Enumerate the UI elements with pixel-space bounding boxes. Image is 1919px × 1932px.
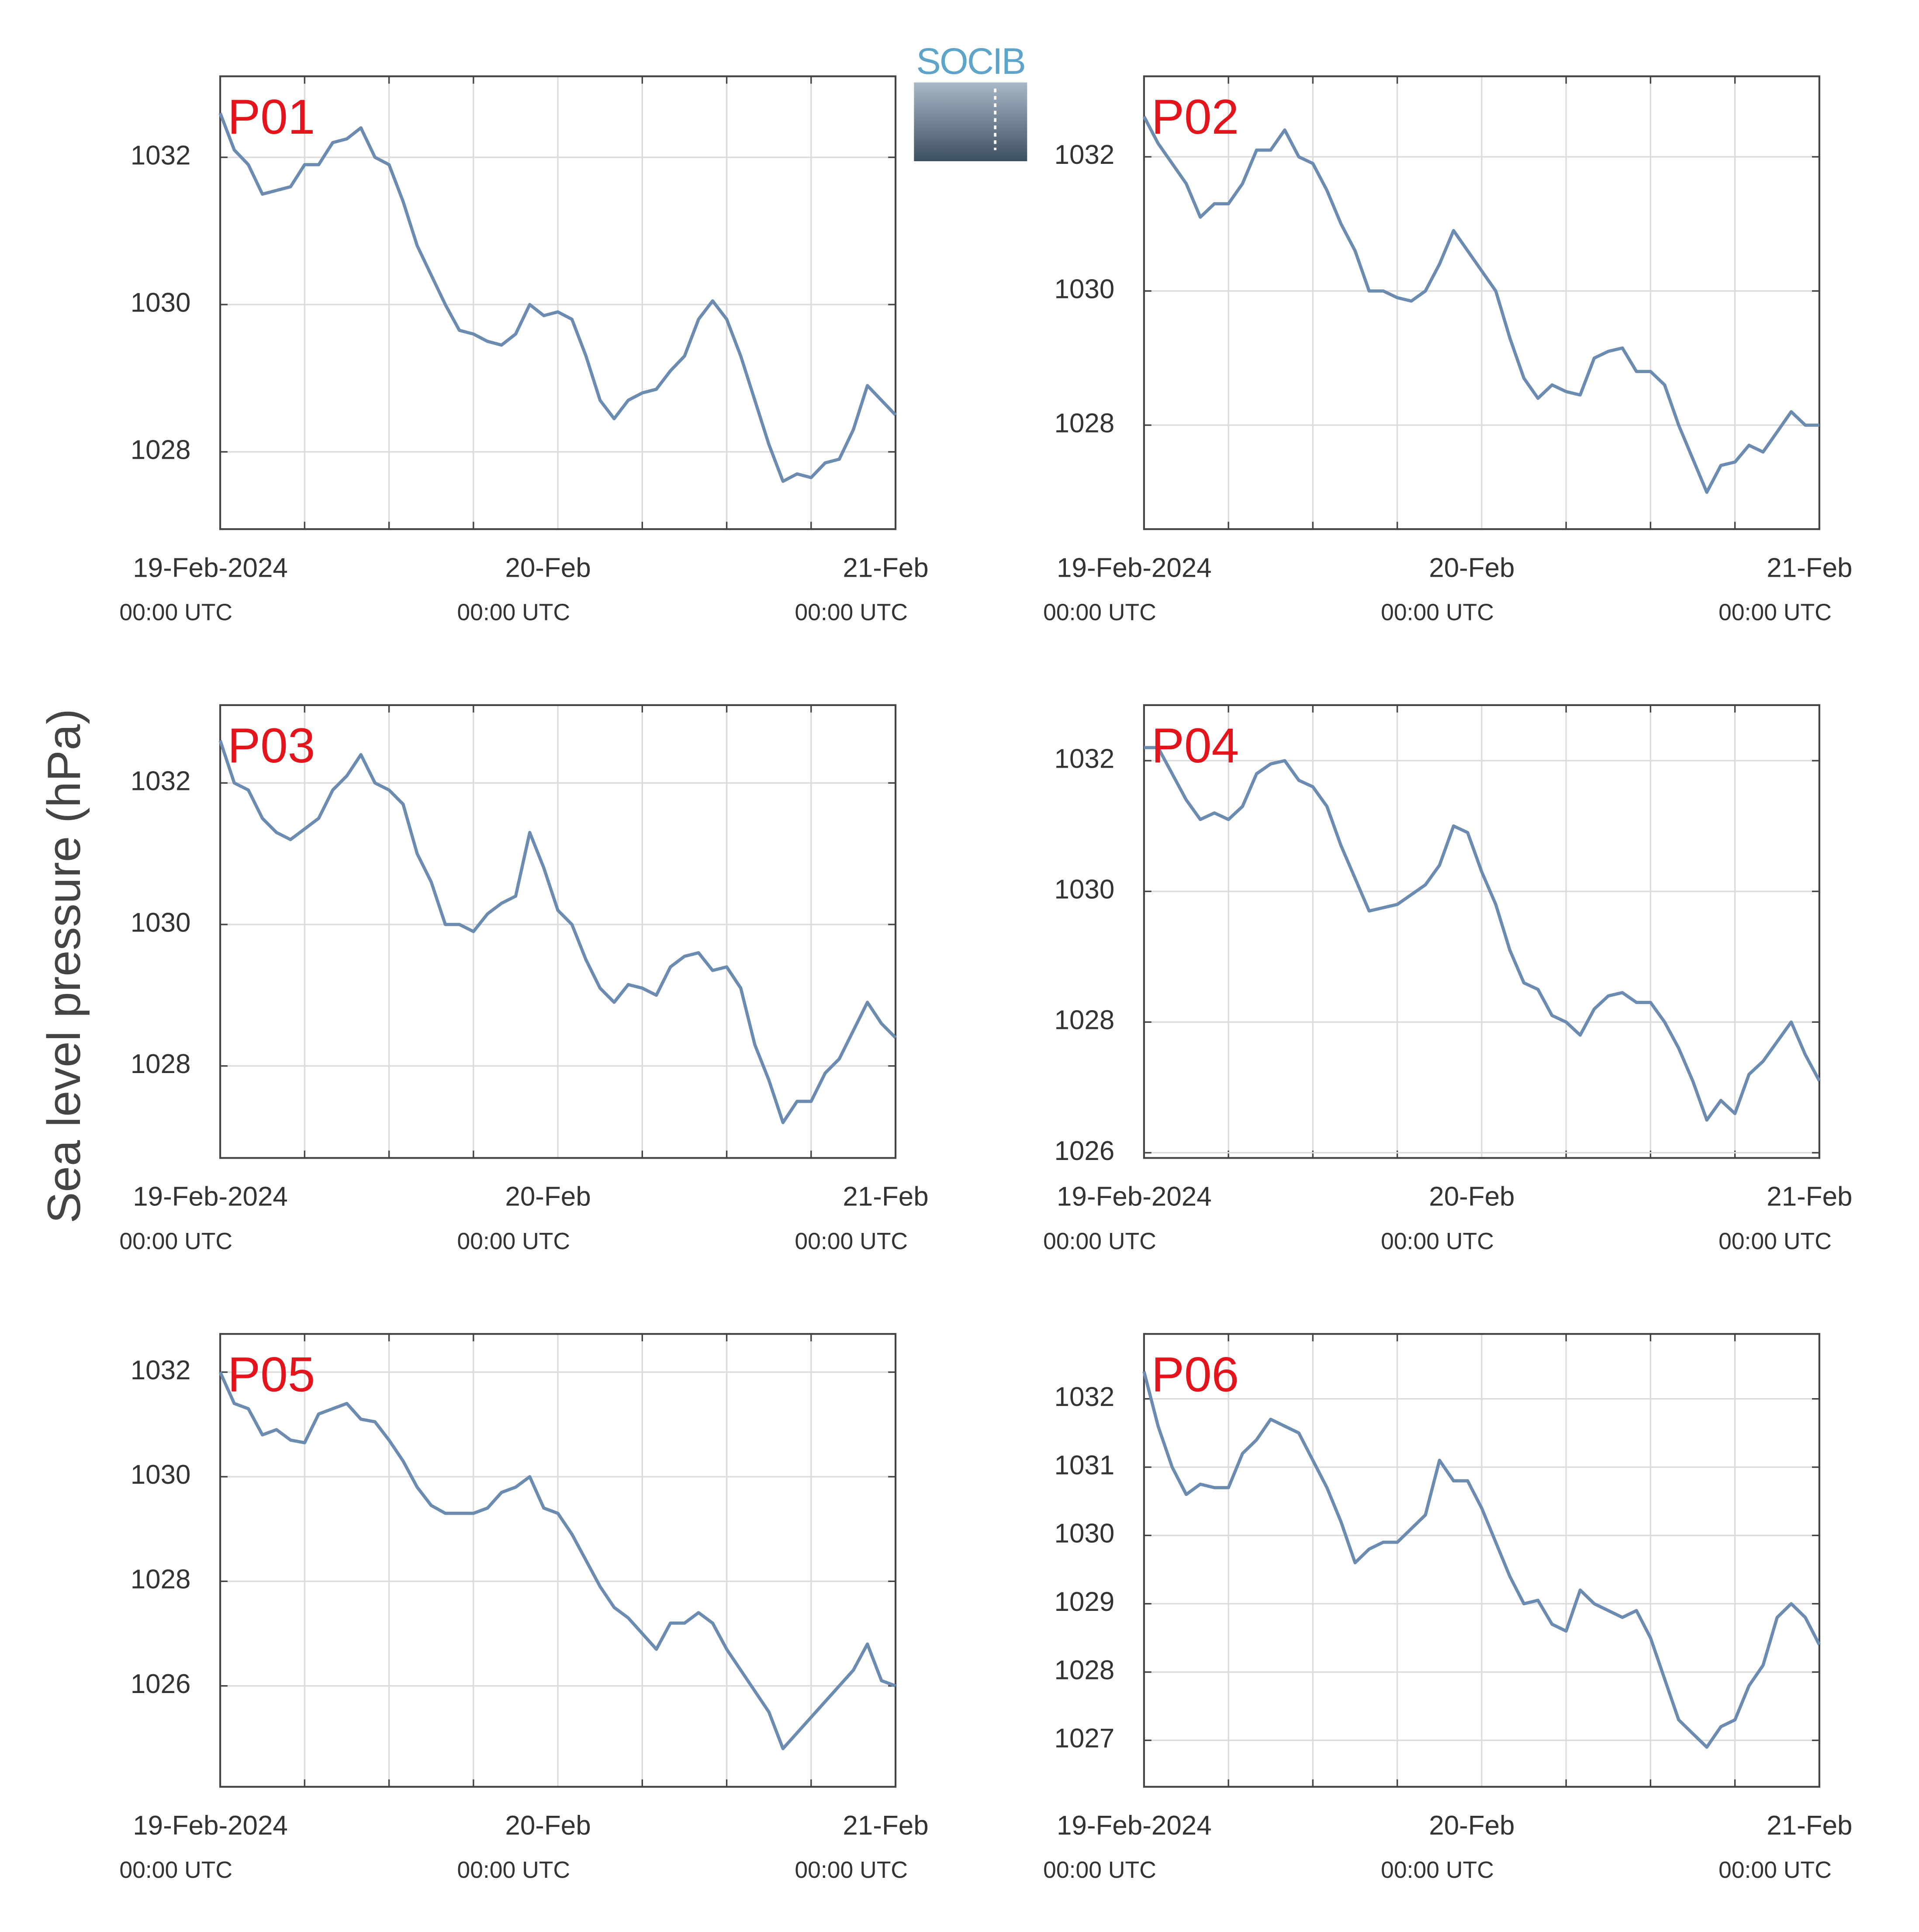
x-tick-sublabel: 00:00 UTC: [1043, 600, 1156, 626]
x-tick-label: 19-Feb-2024: [133, 1811, 288, 1841]
x-tick-label: 20-Feb: [505, 553, 591, 583]
x-tick-sublabel: 00:00 UTC: [119, 1229, 232, 1254]
x-tick-label: 20-Feb: [1429, 553, 1514, 583]
data-line: [1144, 746, 1821, 1122]
y-tick-label: 1030: [131, 287, 191, 318]
x-tick-label: 20-Feb: [1429, 1811, 1514, 1841]
x-tick-label: 21-Feb: [843, 553, 928, 583]
logo-box: [914, 82, 1027, 161]
plot-frame: [1143, 1333, 1821, 1788]
x-tick-label: 19-Feb-2024: [133, 1182, 288, 1212]
x-tick-label: 19-Feb-2024: [1057, 1182, 1212, 1212]
x-tick-sublabel: 00:00 UTC: [457, 1229, 570, 1254]
y-tick-label: 1028: [131, 435, 191, 465]
x-tick-sublabel: 00:00 UTC: [1381, 1229, 1494, 1254]
plot-frame: [1143, 704, 1821, 1159]
y-tick-label: 1032: [131, 140, 191, 170]
x-tick-label: 20-Feb: [505, 1182, 591, 1212]
data-line: [1142, 116, 1819, 494]
y-tick-label: 1028: [131, 1049, 191, 1079]
y-tick-label: 1030: [1055, 1519, 1115, 1549]
y-tick-label: 1026: [1055, 1136, 1115, 1166]
panel-title: P06: [1151, 1347, 1239, 1402]
y-tick-label: 1031: [1055, 1450, 1115, 1480]
panel-title: P05: [228, 1347, 315, 1402]
y-tick-label: 1032: [1055, 744, 1115, 774]
y-tick-label: 1032: [131, 766, 191, 796]
x-tick-sublabel: 00:00 UTC: [1718, 600, 1832, 626]
x-tick-label: 21-Feb: [1767, 1182, 1852, 1212]
x-tick-sublabel: 00:00 UTC: [119, 600, 232, 626]
x-tick-label: 19-Feb-2024: [1057, 1811, 1212, 1841]
panel-title: P04: [1151, 718, 1239, 773]
x-tick-sublabel: 00:00 UTC: [1718, 1857, 1832, 1883]
x-tick-sublabel: 00:00 UTC: [795, 1857, 908, 1883]
x-tick-sublabel: 00:00 UTC: [1381, 600, 1494, 626]
x-tick-sublabel: 00:00 UTC: [795, 600, 908, 626]
data-line: [218, 740, 897, 1125]
plot-frame: [219, 75, 897, 530]
y-tick-label: 1026: [131, 1669, 191, 1699]
x-tick-label: 20-Feb: [1429, 1182, 1514, 1212]
y-tick-label: 1030: [131, 907, 191, 938]
y-tick-label: 1028: [1055, 1655, 1115, 1685]
x-tick-label: 19-Feb-2024: [133, 553, 288, 583]
y-tick-label: 1028: [1055, 1005, 1115, 1035]
x-tick-sublabel: 00:00 UTC: [1043, 1229, 1156, 1254]
x-tick-label: 19-Feb-2024: [1057, 553, 1212, 583]
x-tick-label: 21-Feb: [1767, 553, 1852, 583]
x-tick-label: 21-Feb: [843, 1182, 928, 1212]
x-tick-sublabel: 00:00 UTC: [1718, 1229, 1832, 1254]
y-tick-label: 1030: [131, 1460, 191, 1490]
data-line: [218, 1371, 896, 1750]
x-tick-sublabel: 00:00 UTC: [119, 1857, 232, 1883]
plot-frame: [219, 1333, 897, 1788]
x-tick-label: 21-Feb: [843, 1811, 928, 1841]
y-tick-label: 1030: [1055, 875, 1115, 905]
y-tick-label: 1032: [131, 1355, 191, 1385]
x-tick-sublabel: 00:00 UTC: [457, 600, 570, 626]
y-tick-label: 1032: [1055, 140, 1115, 170]
y-tick-label: 1029: [1055, 1587, 1115, 1617]
x-tick-sublabel: 00:00 UTC: [1381, 1857, 1494, 1883]
y-axis-label: Sea level pressure (hPa): [38, 709, 90, 1223]
data-line: [218, 112, 897, 483]
y-tick-label: 1028: [1055, 408, 1115, 438]
data-line: [1142, 1371, 1821, 1749]
plot-frame: [1143, 75, 1821, 530]
x-tick-sublabel: 00:00 UTC: [457, 1857, 570, 1883]
x-tick-label: 21-Feb: [1767, 1811, 1852, 1841]
plot-frame: [219, 704, 897, 1159]
panel-title: P02: [1151, 89, 1239, 144]
y-tick-label: 1032: [1055, 1382, 1115, 1412]
x-tick-label: 20-Feb: [505, 1811, 591, 1841]
y-tick-label: 1027: [1055, 1724, 1115, 1754]
panel-title: P03: [228, 718, 315, 773]
logo-text: SOCIB: [916, 41, 1025, 82]
y-tick-label: 1030: [1055, 274, 1115, 304]
panel-title: P01: [228, 89, 315, 144]
x-tick-sublabel: 00:00 UTC: [795, 1229, 908, 1254]
y-tick-label: 1028: [131, 1565, 191, 1595]
x-tick-sublabel: 00:00 UTC: [1043, 1857, 1156, 1883]
